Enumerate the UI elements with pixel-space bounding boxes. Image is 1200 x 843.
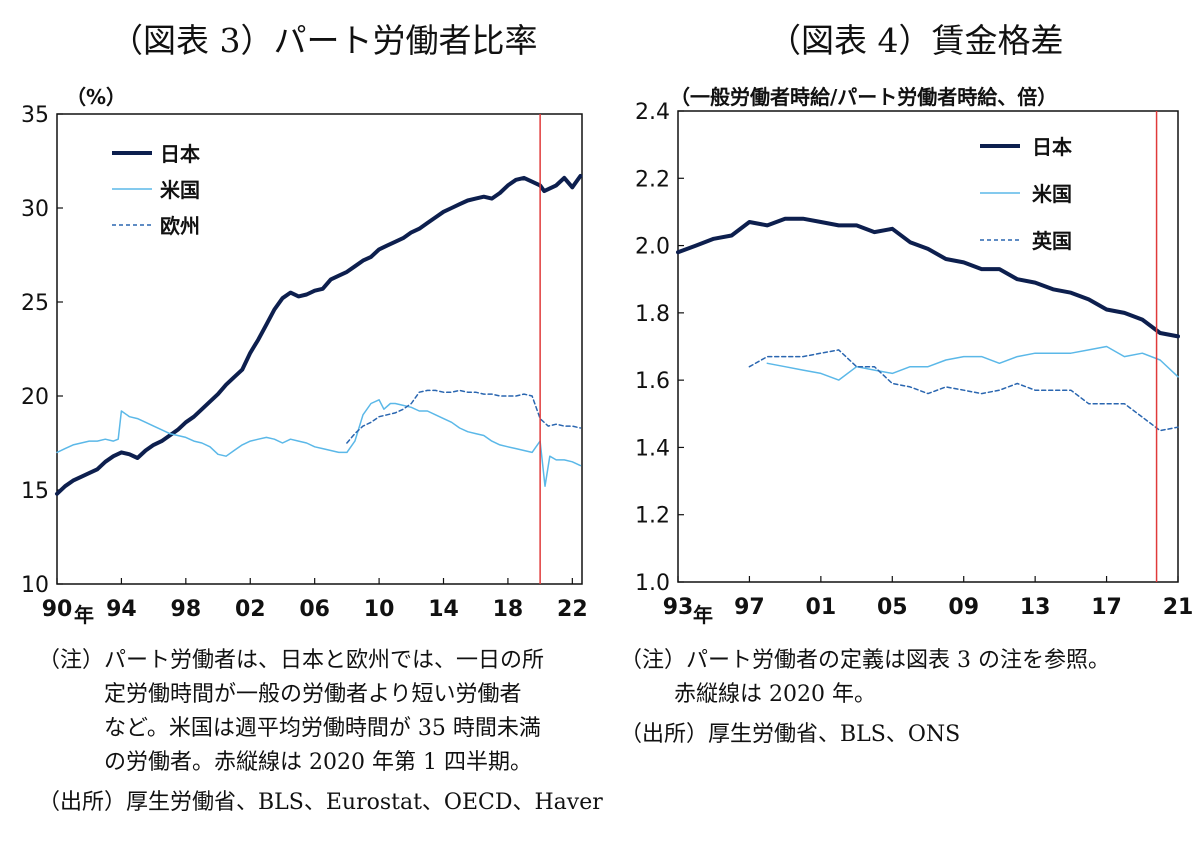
- y-tick-label: 15: [21, 479, 49, 504]
- series-line-us: [766, 345, 1179, 381]
- x-tick-label: 10: [364, 597, 395, 622]
- y-tick-label: 2.2: [635, 167, 670, 192]
- fig4-note-line: 赤縦線は 2020 年。: [674, 682, 876, 707]
- fig4-y-axis: 1.0 1.2 1.4 1.6 1.8 2.0 2.2 2.4: [635, 100, 684, 596]
- y-tick-label: 1.0: [635, 571, 670, 596]
- fig4-legend-label-uk: 英国: [1032, 229, 1072, 253]
- x-tick-label: 02: [235, 597, 266, 622]
- fig3-x-axis: 90 94 98 02 06 10 14 18 22: [42, 578, 588, 622]
- fig3-series: [55, 114, 583, 584]
- x-tick-label: 21: [1163, 595, 1194, 620]
- fig3-notes: （注）パート労働者は、日本と欧州では、一日の所 定労働時間が一般の労働者より短い…: [38, 644, 603, 820]
- x-tick-label: 13: [1020, 595, 1051, 620]
- fig4-plot: （一般労働者時給/パート労働者時給、倍） 1.0 1.2 1.4 1.6 1.8 2.0 2…: [635, 85, 1193, 627]
- x-tick-label: 93: [663, 595, 694, 620]
- chart-title-fig3: （図表 3）パート労働者比率: [110, 21, 538, 60]
- series-line-us: [56, 399, 582, 487]
- fig4-note-line: （注）パート労働者の定義は図表 3 の注を参照。: [620, 648, 1110, 673]
- series-line-japan: [55, 174, 583, 496]
- x-tick-label: 01: [806, 595, 837, 620]
- fig4-unit-label: （一般労働者時給/パート労働者時給、倍）: [670, 85, 1057, 109]
- x-tick-label: 18: [493, 597, 524, 622]
- y-tick-label: 2.0: [635, 235, 670, 260]
- x-tick-label: 22: [557, 597, 588, 622]
- x-tick-label: 06: [299, 597, 330, 622]
- fig3-note-line: など。米国は週平均労働時間が 35 時間未満: [104, 716, 541, 741]
- y-tick-label: 1.2: [635, 504, 670, 529]
- series-line-japan: [676, 216, 1180, 339]
- x-tick-label: 14: [428, 597, 459, 622]
- y-tick-label: 1.6: [635, 369, 670, 394]
- y-tick-label: 35: [21, 103, 49, 128]
- fig3-year-label: 年: [74, 603, 94, 627]
- fig3-note-line: の労働者。赤縦線は 2020 年第 1 四半期。: [104, 750, 532, 775]
- fig3-source-line: （出所）厚生労働省、BLS、Eurostat、OECD、Haver: [38, 790, 603, 815]
- fig3-plot: （%） 10 15 20 25 30 35 90 94 98 02 06 10 14 18 22 年 日本…: [21, 85, 588, 627]
- fig4-x-axis: 93 97 01 05 09 13 17 21: [663, 576, 1194, 620]
- x-tick-label: 94: [106, 597, 137, 622]
- y-tick-label: 30: [21, 197, 49, 222]
- x-tick-label: 09: [948, 595, 979, 620]
- y-tick-label: 1.8: [635, 302, 670, 327]
- fig3-note-line: （注）パート労働者は、日本と欧州では、一日の所: [38, 648, 545, 673]
- fig3-plot-frame: [56, 113, 583, 585]
- fig4-year-label: 年: [693, 603, 713, 627]
- series-line-europe: [346, 389, 582, 444]
- fig3-legend-label-europe: 欧州: [160, 214, 200, 238]
- fig3-y-axis: 10 15 20 25 30 35: [21, 103, 63, 598]
- fig3-unit-label: （%）: [66, 85, 126, 109]
- fig4-legend: 日本 米国 英国: [980, 135, 1072, 253]
- fig4-legend-label-us: 米国: [1032, 182, 1072, 206]
- x-tick-label: 97: [734, 595, 765, 620]
- fig4-legend-label-japan: 日本: [1032, 135, 1072, 159]
- fig3-legend-label-japan: 日本: [160, 142, 200, 166]
- y-tick-label: 2.4: [635, 100, 670, 125]
- y-tick-label: 25: [21, 291, 49, 316]
- fig3-legend-label-us: 米国: [160, 178, 200, 202]
- x-tick-label: 05: [877, 595, 908, 620]
- x-tick-label: 98: [171, 597, 202, 622]
- fig4-source-line: （出所）厚生労働省、BLS、ONS: [620, 722, 961, 747]
- fig3-note-line: 定労働時間が一般の労働者より短い労働者: [104, 682, 522, 707]
- x-tick-label: 90: [42, 597, 73, 622]
- y-tick-label: 20: [21, 385, 49, 410]
- series-line-uk: [748, 349, 1179, 432]
- y-tick-label: 10: [21, 573, 49, 598]
- fig3-legend: 日本 米国 欧州: [112, 142, 200, 238]
- x-tick-label: 17: [1091, 595, 1122, 620]
- y-tick-label: 1.4: [635, 436, 670, 461]
- fig4-plot-frame: [677, 110, 1179, 583]
- fig4-notes: （注）パート労働者の定義は図表 3 の注を参照。 赤縦線は 2020 年。 （出…: [620, 644, 1110, 752]
- fig4-series: [676, 111, 1180, 582]
- chart-title-fig4: （図表 4）賃金格差: [768, 21, 1064, 60]
